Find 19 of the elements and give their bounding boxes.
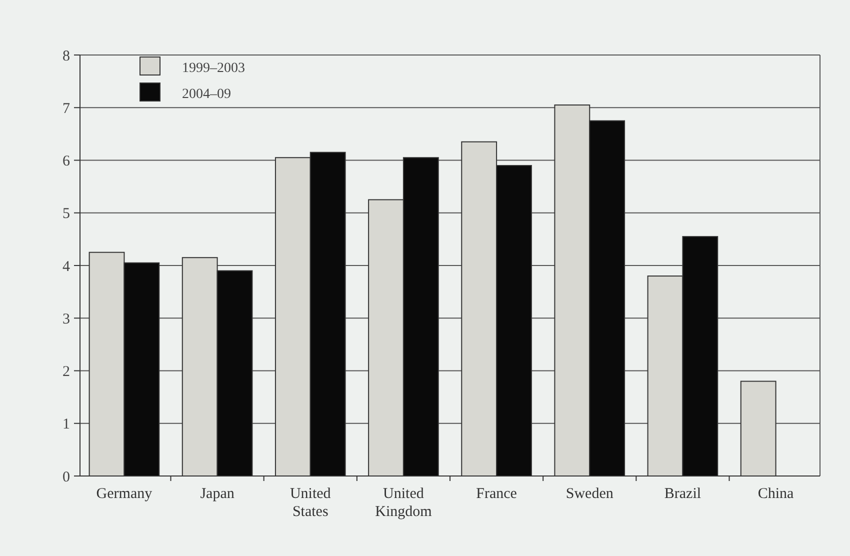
x-tick-label: Sweden (566, 486, 614, 502)
y-tick-label: 0 (62, 469, 70, 486)
legend-label: 1999–2003 (182, 60, 245, 76)
x-tick-label: France (476, 486, 518, 502)
y-tick-label: 6 (62, 154, 70, 170)
y-tick-label: 7 (62, 100, 70, 117)
y-tick-label: 4 (62, 258, 70, 275)
y-tick-label: 3 (62, 311, 70, 328)
x-tick-label: United Kingdom (375, 486, 432, 520)
y-tick-label: 1 (62, 416, 70, 433)
x-tick-label: China (758, 486, 794, 502)
x-tick-label: Japan (200, 486, 235, 502)
x-tick-label: Germany (96, 486, 153, 502)
y-tick-label: 5 (62, 206, 70, 222)
y-tick-label: 8 (62, 48, 70, 64)
y-tick-label: 2 (62, 364, 70, 380)
x-tick-label: United States (290, 486, 332, 520)
x-tick-label: Brazil (664, 486, 702, 502)
legend-label: 2004–09 (182, 86, 231, 102)
